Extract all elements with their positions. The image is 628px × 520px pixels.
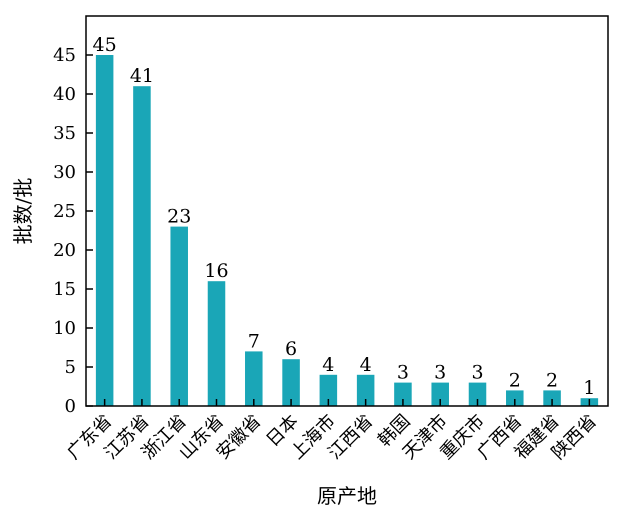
y-tick-label: 25 (53, 201, 76, 222)
y-axis-ticks: 0 5 10 15 20 25 30 35 40 45 (53, 45, 93, 417)
data-label: 4 (322, 354, 334, 376)
y-tick-label: 30 (53, 162, 76, 183)
y-tick-label: 5 (65, 357, 76, 378)
y-tick-label: 20 (53, 240, 76, 261)
data-label: 6 (285, 338, 297, 360)
data-labels-layer: 45 41 23 16 7 6 4 4 3 3 3 2 2 1 (93, 34, 596, 399)
data-label: 2 (509, 369, 521, 391)
data-label: 16 (204, 260, 228, 282)
y-tick-label: 45 (53, 45, 76, 66)
y-tick-label: 15 (53, 279, 76, 300)
x-axis-title: 原产地 (317, 484, 377, 508)
bar-8 (356, 374, 375, 406)
data-label: 2 (546, 369, 558, 391)
y-tick-label: 40 (53, 84, 76, 105)
y-tick-label: 35 (53, 123, 76, 144)
bar-3 (170, 226, 188, 406)
bar-12 (506, 390, 524, 406)
data-label: 41 (130, 65, 154, 87)
data-label: 1 (583, 377, 595, 399)
data-label: 45 (93, 34, 117, 56)
data-label: 3 (471, 362, 483, 384)
data-label: 3 (434, 362, 446, 384)
data-label: 4 (360, 354, 372, 376)
bar-13 (543, 390, 561, 406)
y-tick-label: 10 (53, 318, 76, 339)
y-axis-title: 批数/批 (11, 178, 35, 245)
y-tick-label: 0 (65, 396, 76, 417)
bar-1 (95, 55, 114, 406)
data-label: 7 (248, 330, 260, 352)
bar-9 (394, 382, 412, 406)
bar-2 (133, 86, 151, 406)
bar-7 (319, 374, 338, 406)
bar-10 (431, 382, 449, 406)
bar-6 (282, 359, 300, 406)
data-label: 23 (167, 206, 191, 228)
bar-11 (468, 382, 487, 406)
data-label: 3 (397, 362, 409, 384)
plot-frame (85, 15, 609, 407)
bars-layer (95, 55, 599, 406)
bar-4 (207, 281, 226, 406)
bar-5 (245, 351, 263, 406)
